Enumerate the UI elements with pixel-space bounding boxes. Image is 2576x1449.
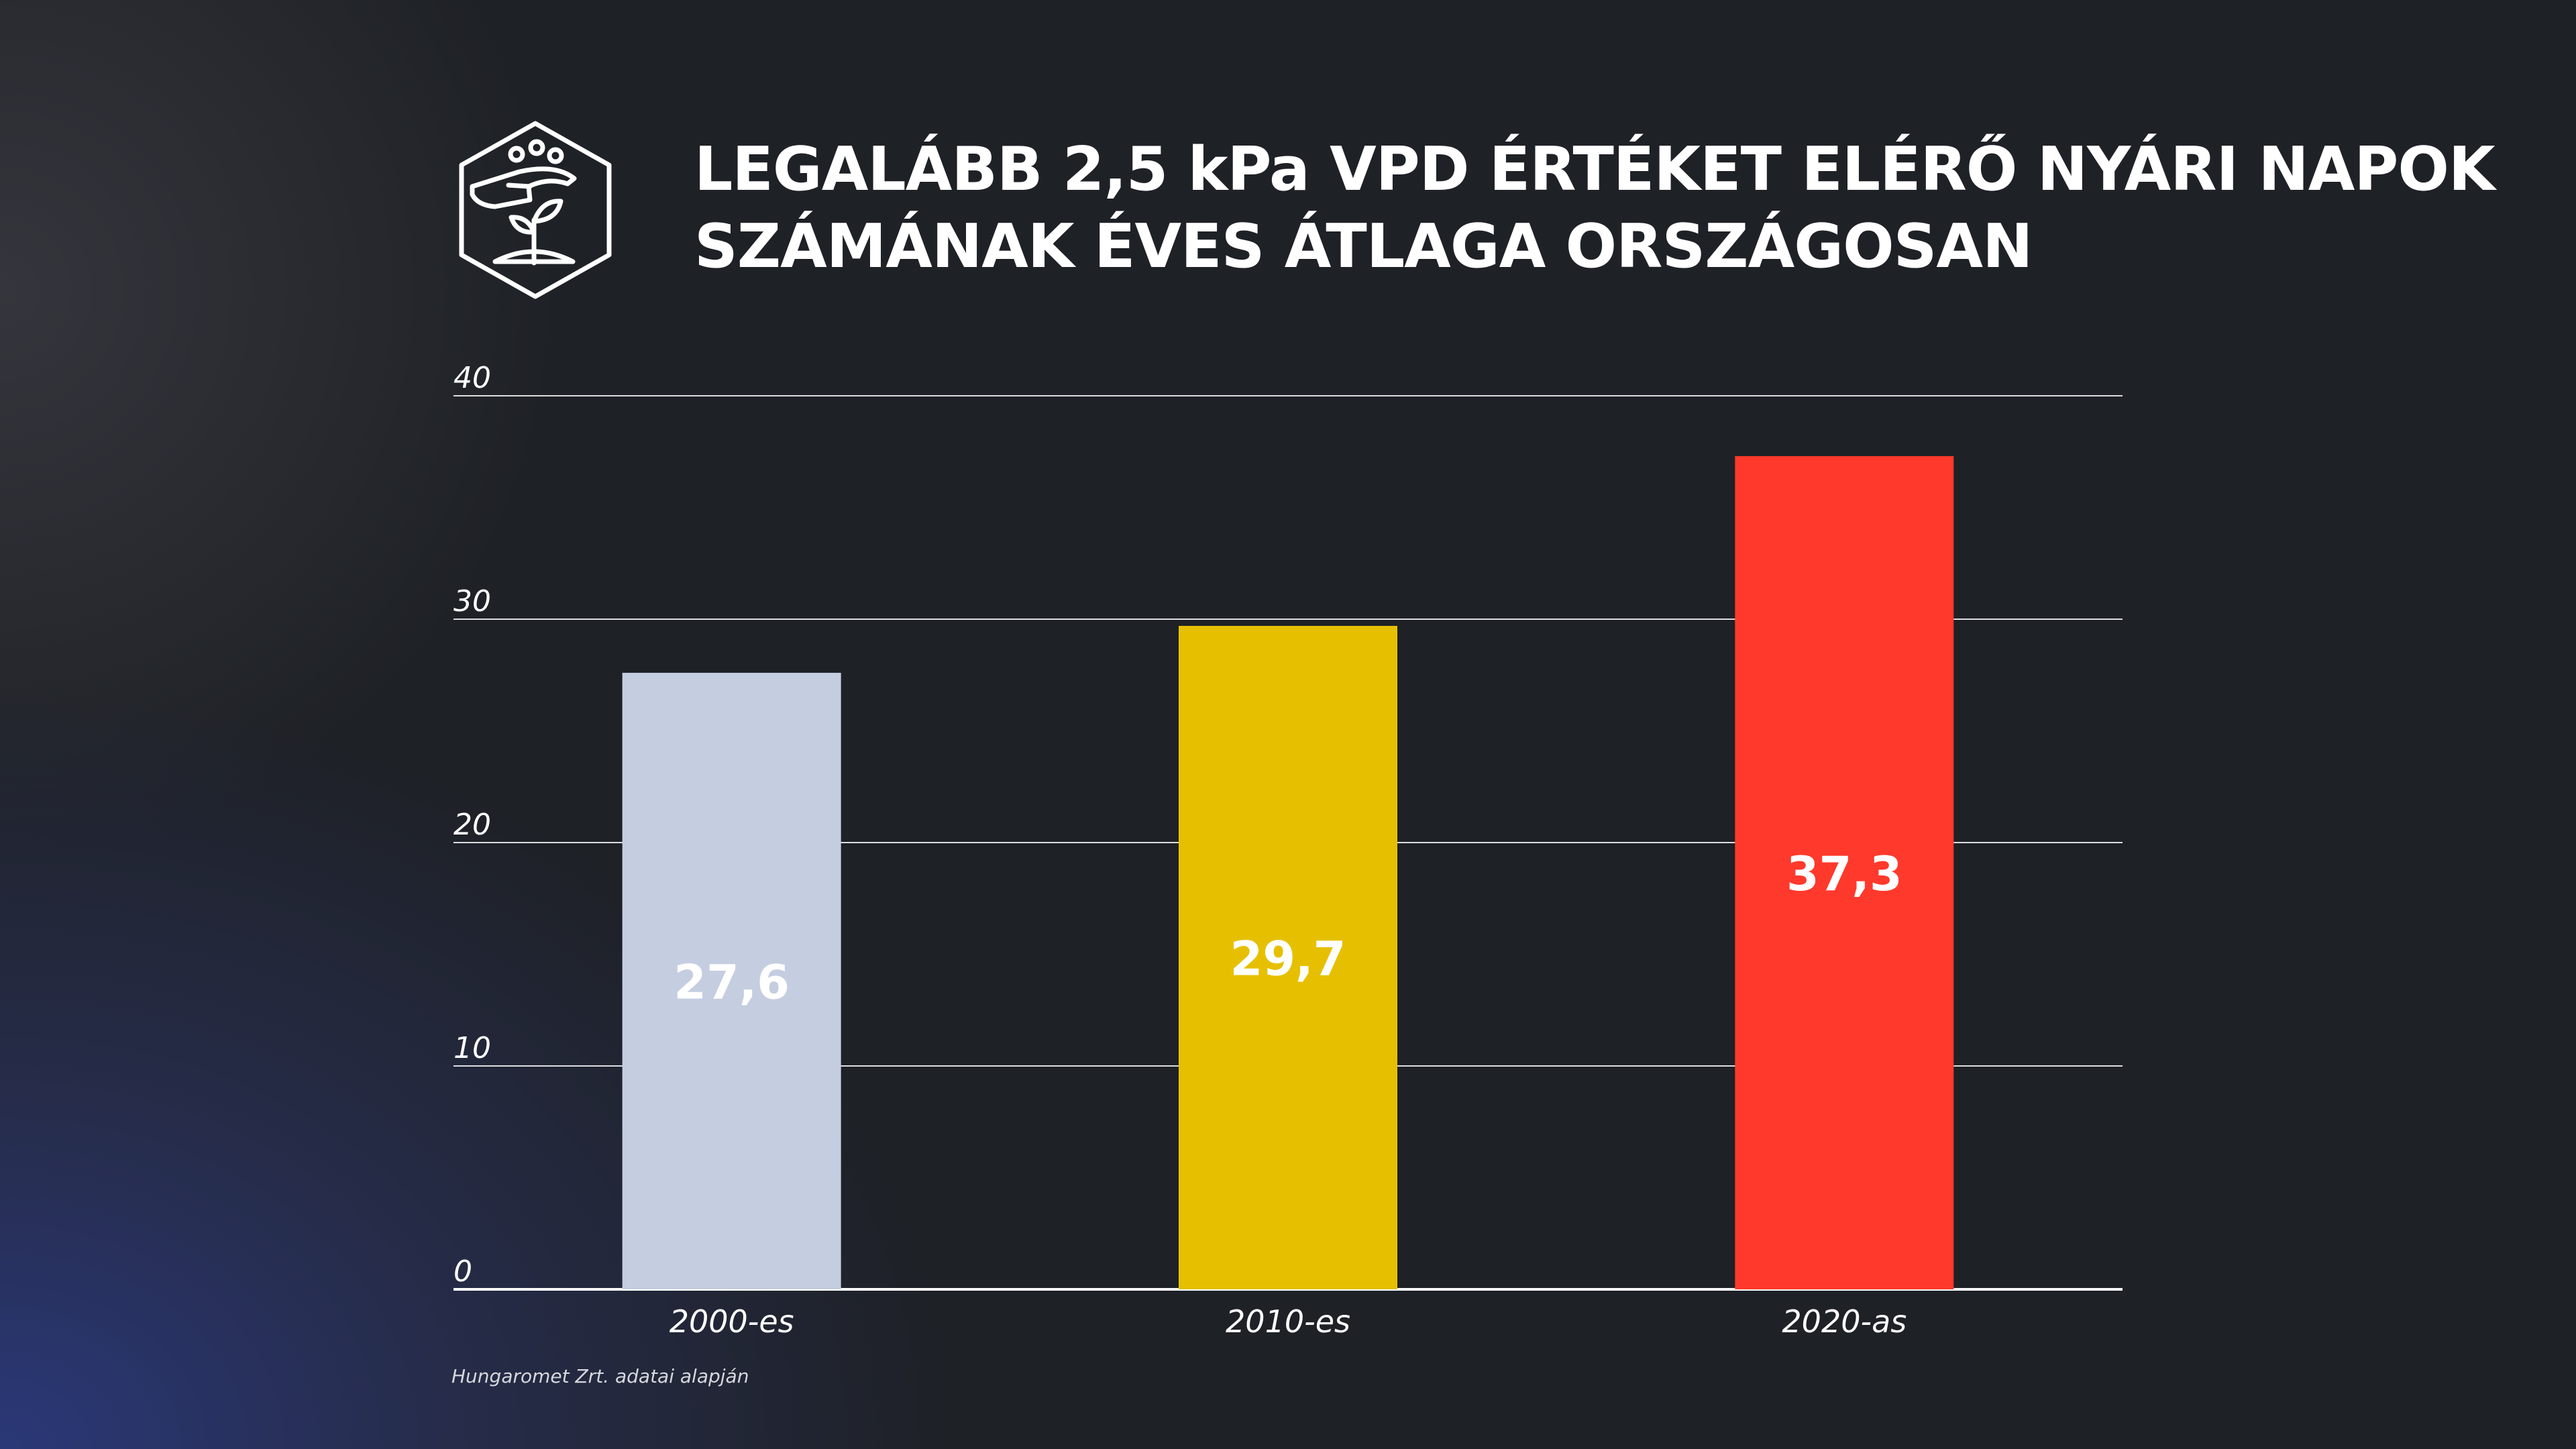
x-axis-tick-labels: 2000-es 2010-es 2020-as xyxy=(669,1303,1907,1340)
bar-value-label-2000-es: 27,6 xyxy=(674,955,790,1010)
x-tick-label-2020-as: 2020-as xyxy=(1782,1303,1907,1340)
y-tick-label-0: 0 xyxy=(453,1254,472,1289)
y-tick-label-30: 30 xyxy=(453,584,491,619)
chart-title: LEGALÁBB 2,5 kPa VPD ÉRTÉKET ELÉRŐ NYÁRI… xyxy=(694,131,2496,285)
y-axis-tick-labels: 0 10 20 30 40 xyxy=(453,361,491,1289)
y-tick-label-40: 40 xyxy=(453,361,491,395)
chart-title-line-2: SZÁMÁNAK ÉVES ÁTLAGA ORSZÁGOSAN xyxy=(694,211,2033,282)
bar-2020-as xyxy=(1735,455,1954,1290)
bar-value-label-2020-as: 37,3 xyxy=(1786,847,1902,902)
hand-sowing-seeds-plant-icon xyxy=(459,121,612,299)
y-tick-label-10: 10 xyxy=(453,1031,491,1065)
bar-value-label-2010-es: 29,7 xyxy=(1230,931,1346,986)
source-note: Hungaromet Zrt. adatai alapján xyxy=(451,1365,749,1387)
bars xyxy=(622,455,1954,1290)
bar-value-labels: 27,6 29,7 37,3 xyxy=(674,847,1902,1010)
x-tick-label-2010-es: 2010-es xyxy=(1226,1303,1350,1340)
bar-2010-es xyxy=(1179,625,1397,1289)
x-tick-label-2000-es: 2000-es xyxy=(669,1303,794,1340)
bar-2000-es xyxy=(622,672,841,1289)
chart-title-line-1: LEGALÁBB 2,5 kPa VPD ÉRTÉKET ELÉRŐ NYÁRI… xyxy=(694,134,2496,205)
y-tick-label-20: 20 xyxy=(453,808,491,842)
